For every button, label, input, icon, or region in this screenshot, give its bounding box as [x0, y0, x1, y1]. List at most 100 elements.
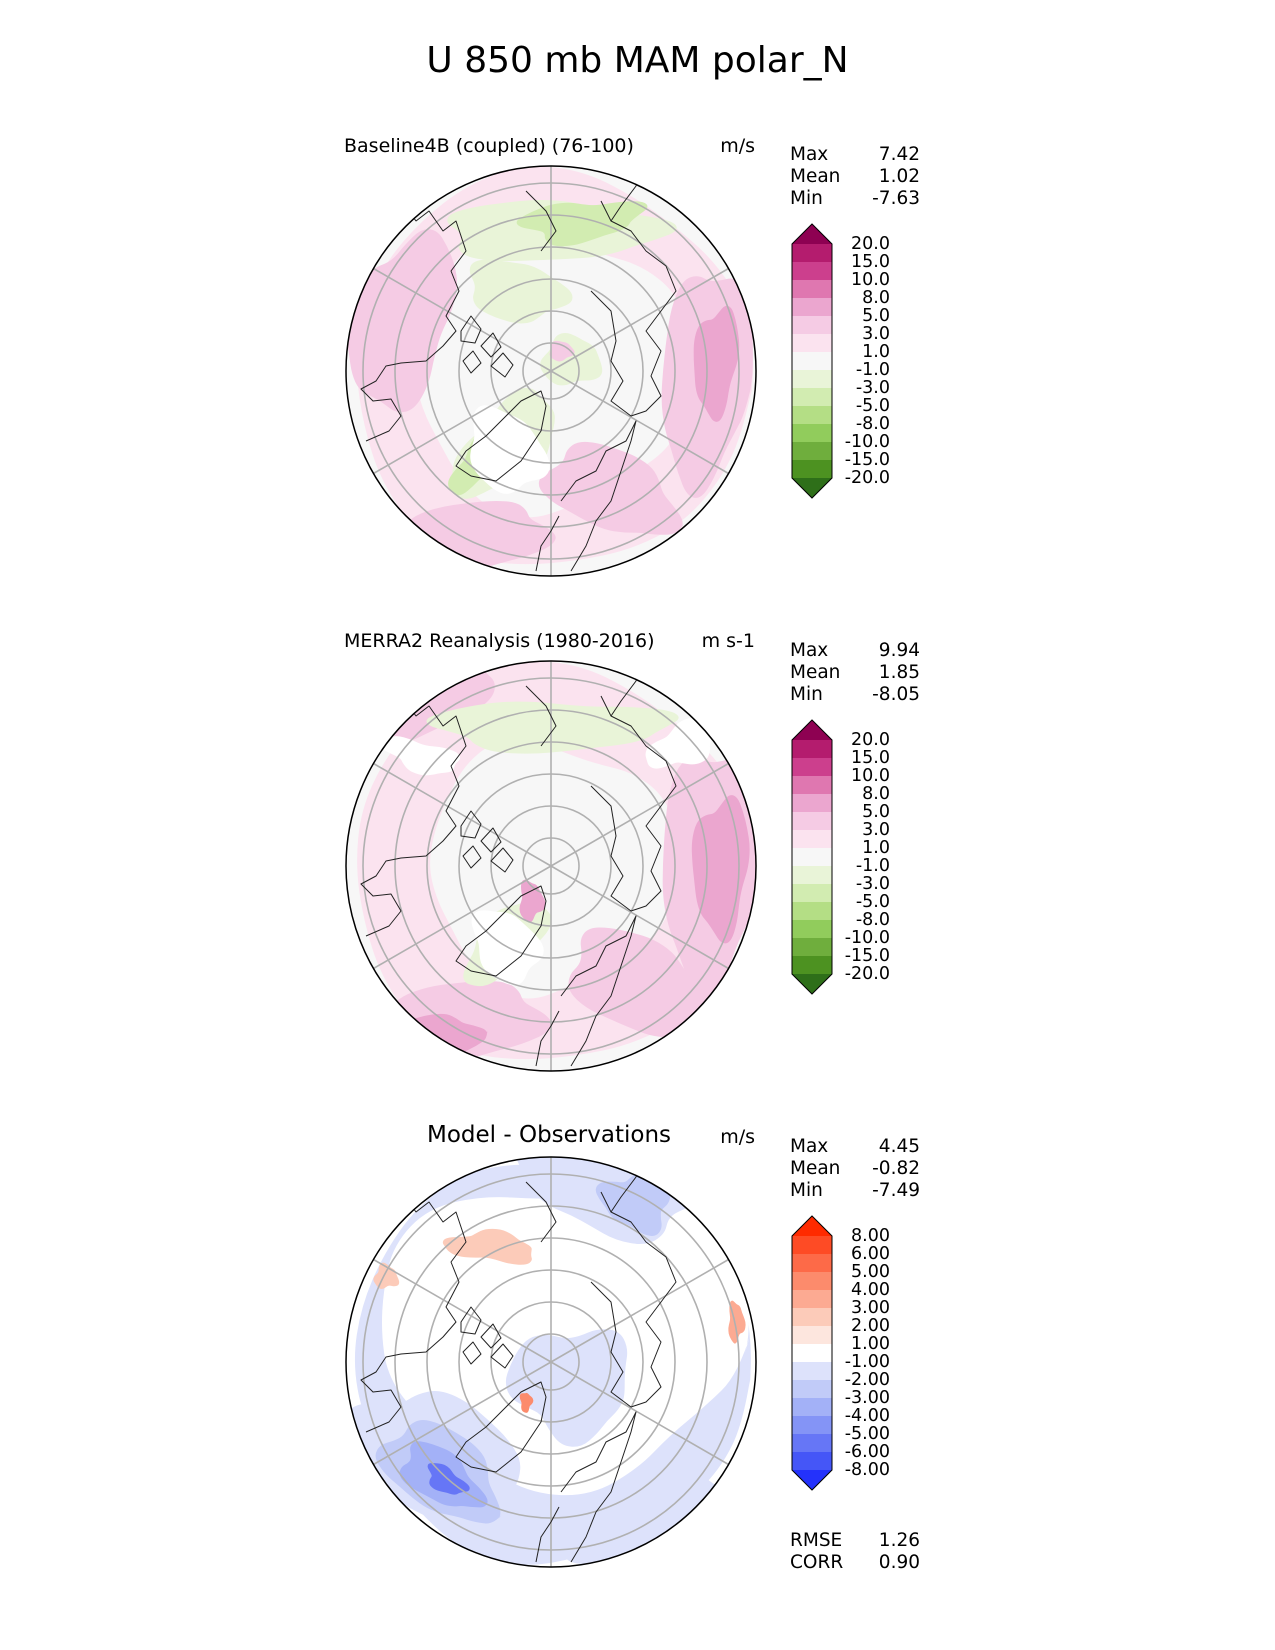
coastline	[455, 1381, 547, 1473]
colorbar-segment	[792, 1236, 832, 1255]
coastline	[462, 350, 482, 374]
stat-value: -7.63	[872, 188, 920, 209]
colorbar-segment	[792, 388, 832, 407]
coastline	[460, 1306, 482, 1335]
coastline	[360, 200, 467, 442]
colorbar-tick-label: -5.0	[855, 892, 890, 912]
colorbar-tick-label: 20.0	[851, 234, 890, 254]
coastline	[490, 1343, 514, 1369]
panel3-stats: Max 4.45 Mean -0.82 Min -7.49	[790, 1136, 920, 1202]
colorbar-segment	[792, 776, 832, 795]
colorbar-segment	[792, 884, 832, 903]
panel2-colorbar-labels: 20.0 15.0 10.0 8.0 5.0 3.0 1.0 -1.0 -3.0 -5.0 -8.0…	[810, 731, 890, 983]
metric-value: 0.90	[878, 1552, 920, 1573]
colorbar-tick-label: -1.0	[855, 360, 890, 380]
contour-region	[470, 405, 550, 494]
metric-value: 1.26	[878, 1530, 920, 1551]
colorbar-extend-max	[792, 224, 832, 244]
meridian-line	[550, 1361, 729, 1466]
coastline	[535, 1506, 560, 1563]
stat-value: 9.94	[878, 640, 920, 661]
colorbar-tick-label: -3.0	[855, 378, 890, 398]
meridian-line	[373, 370, 552, 475]
stat-value: -0.82	[872, 1158, 920, 1179]
colorbar-segment	[792, 442, 832, 461]
colorbar-segment	[792, 1380, 832, 1399]
colorbar-outline	[791, 1215, 833, 1491]
colorbar-tick-label: 8.00	[851, 1226, 890, 1246]
colorbar-extend-max	[792, 1216, 832, 1236]
panel2-stat-mean: Mean 1.85	[790, 662, 920, 684]
colorbar-tick-label: 15.0	[851, 748, 890, 768]
meridian-line	[550, 1258, 729, 1363]
colorbar-segment	[792, 1434, 832, 1453]
meridian-line	[373, 865, 552, 970]
meridian-line	[373, 1258, 552, 1363]
panel2-stat-min: Min -8.05	[790, 684, 920, 706]
stat-label: Min	[790, 188, 823, 209]
colorbar-segment	[792, 262, 832, 281]
map-boundary	[345, 1156, 757, 1568]
meridian-line	[550, 865, 729, 970]
panel2-units: m s-1	[701, 630, 755, 652]
panel3-colorbar	[791, 1215, 833, 1491]
colorbar-segment	[792, 298, 832, 317]
contour-region	[505, 1329, 628, 1447]
colorbar-tick-label: 1.00	[851, 1334, 890, 1354]
panel1-colorbar-labels: 20.0 15.0 10.0 8.0 5.0 3.0 1.0 -1.0 -3.0 -5.0 -8.0…	[810, 235, 890, 487]
coastline	[490, 847, 514, 873]
colorbar-tick-label: 6.00	[851, 1244, 890, 1264]
colorbar-tick-label: -10.0	[844, 432, 890, 452]
panel2-title: MERRA2 Reanalysis (1980-2016)	[344, 630, 655, 652]
colorbar-tick-label: -5.00	[844, 1424, 890, 1444]
contour-region	[519, 1392, 534, 1413]
coastline	[590, 695, 677, 912]
coastline	[360, 1191, 467, 1433]
colorbar-tick-label: 5.0	[862, 802, 890, 822]
colorbar-tick-label: -2.00	[844, 1370, 890, 1390]
colorbar-extend-min	[792, 974, 832, 994]
stat-label: Max	[790, 640, 829, 661]
colorbar-tick-label: -8.0	[855, 910, 890, 930]
figure-title: U 850 mb MAM polar_N	[426, 40, 849, 81]
coastline	[560, 420, 637, 572]
colorbar-tick-label: 1.0	[862, 342, 890, 362]
panel2-colorbar	[791, 719, 833, 995]
colorbar-segment	[792, 424, 832, 443]
colorbar-segment	[792, 1416, 832, 1435]
colorbar-segment	[792, 1272, 832, 1291]
coastline	[480, 1323, 502, 1349]
colorbar-segment	[792, 352, 832, 371]
colorbar-tick-label: 3.0	[862, 820, 890, 840]
colorbar-segment	[792, 1326, 832, 1345]
colorbar-tick-label: -15.0	[844, 946, 890, 966]
colorbar-tick-label: -15.0	[844, 450, 890, 470]
colorbar-segment	[792, 1452, 832, 1471]
colorbar-segment	[792, 1362, 832, 1381]
colorbar-segment	[792, 244, 832, 263]
panel3-title: Model - Observations	[426, 1122, 671, 1148]
colorbar-segment	[792, 1254, 832, 1273]
coastline	[480, 332, 502, 358]
colorbar-tick-label: -1.00	[844, 1352, 890, 1372]
coastline	[490, 352, 514, 378]
panel1-map	[345, 165, 757, 577]
contour-region	[519, 879, 546, 923]
meridian-line	[373, 762, 552, 867]
colorbar-segment	[792, 938, 832, 957]
coastline	[462, 845, 482, 869]
panel1-title: Baseline4B (coupled) (76-100)	[344, 135, 634, 157]
colorbar-segment	[792, 830, 832, 849]
contour-region	[469, 259, 573, 324]
colorbar-segment	[792, 812, 832, 831]
panel3-stat-mean: Mean -0.82	[790, 1158, 920, 1180]
coastline	[525, 1181, 557, 1243]
meridian-line	[550, 370, 729, 475]
map-boundary	[345, 660, 757, 1072]
corr-row: CORR 0.90	[790, 1552, 920, 1574]
colorbar-segment	[792, 758, 832, 777]
colorbar-tick-label: -8.00	[844, 1460, 890, 1480]
stat-label: Min	[790, 1180, 823, 1201]
stat-value: 4.45	[878, 1136, 920, 1157]
colorbar-segment	[792, 334, 832, 353]
